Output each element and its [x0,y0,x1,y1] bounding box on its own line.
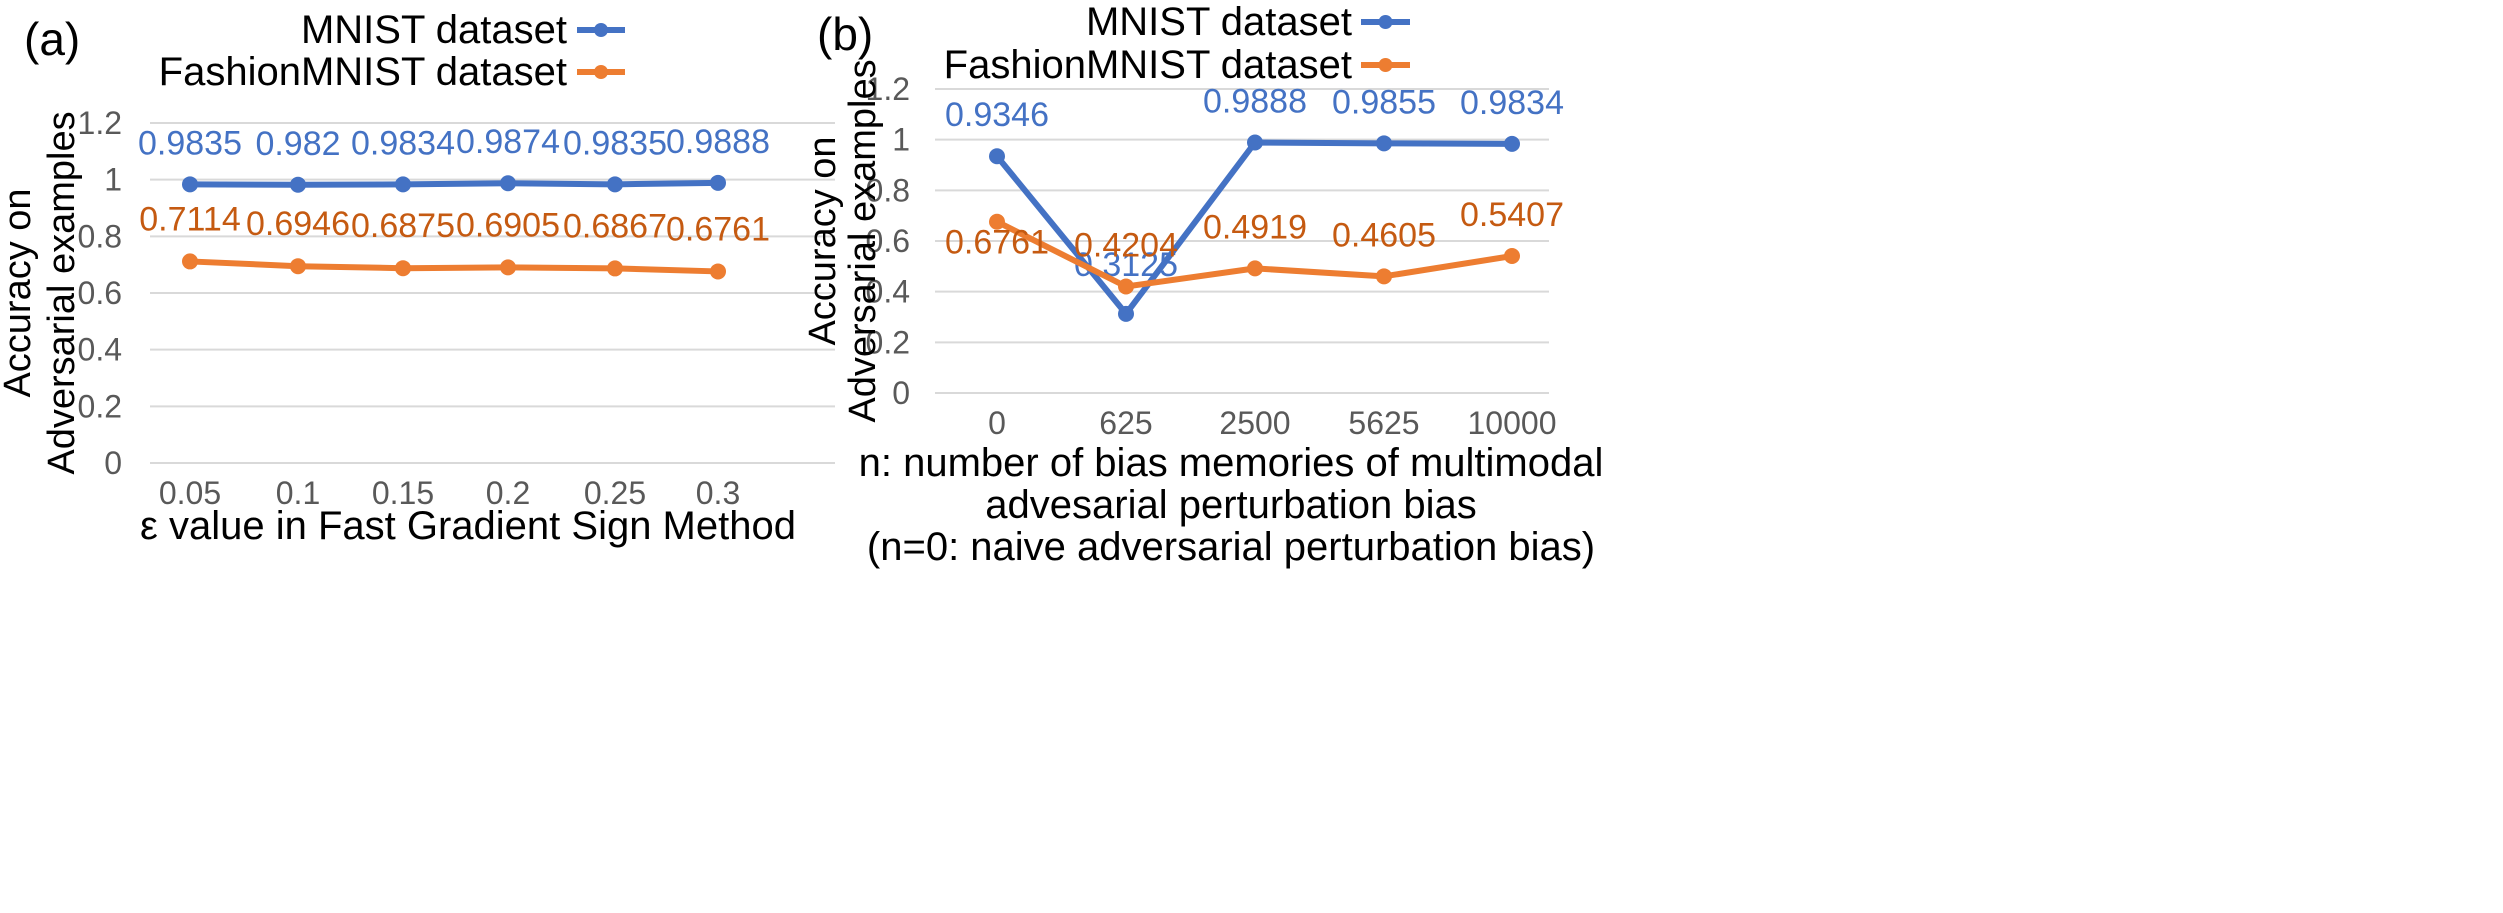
series-line-mnist [189,179,719,188]
data-label: 0.982 [255,125,340,163]
legend-marker [594,23,608,37]
data-point [607,176,623,193]
y-axis-title: Accuracy on [802,136,844,345]
data-label: 0.4919 [1203,208,1307,246]
x-axis-title: n: number of bias memories of multimodal [859,441,1604,485]
data-point [1118,305,1134,322]
x-axis-title: ε value in Fast Gradient Sign Method [140,504,796,548]
chart-panel-b: 0 0.2 0.4 0.6 0.8 1 1.2 0 625 2500 5625 10000 Accura… [802,0,1603,569]
data-label: 0.9855 [1332,83,1436,121]
data-label: 0.7114 [139,200,240,238]
y-tick-label: 1 [104,162,122,198]
series-line-fashionmnist [189,258,719,275]
data-label: 0.6867 [563,207,667,245]
x-tick-label: 0.25 [584,475,646,511]
x-tick-label: 5625 [1348,405,1419,441]
data-label: 0.5407 [1460,196,1564,234]
legend-label: FashionMNIST dataset [159,50,567,94]
x-tick-label: 0.15 [372,475,434,511]
legend-marker [594,65,608,79]
y-axis-title: Adversarial examples [842,59,884,422]
data-point [500,259,516,276]
y-tick-label: 1.2 [866,71,910,107]
data-label: 0.6761 [945,224,1049,262]
data-label: 0.6761 [666,210,770,248]
data-label: 0.9888 [1203,83,1307,121]
data-point [989,148,1005,165]
x-axis-title: (n=0: naive adversarial perturbation bia… [867,525,1595,569]
legend-marker [1378,15,1393,29]
panel-label: (b) [817,8,873,60]
data-label: 0.9835 [138,124,242,162]
legend-label: MNIST dataset [1086,0,1352,44]
x-tick-label: 0.1 [276,475,320,511]
data-point [395,176,411,193]
data-point [395,260,411,277]
x-tick-label: 0.2 [486,475,530,511]
y-tick-label: 1.2 [78,105,122,141]
data-label: 0.9874 [456,123,560,161]
data-label: 0.9834 [351,124,455,162]
data-label: 0.9834 [1460,84,1564,122]
y-tick-label: 0 [892,375,910,411]
y-tick-label: 0.4 [866,274,910,310]
x-tick-label: 2500 [1219,405,1290,441]
y-tick-label: 0.4 [78,332,122,368]
data-label: 0.4605 [1332,216,1436,254]
legend-marker [1378,58,1393,72]
data-point [710,174,726,191]
data-label: 0.6875 [351,207,455,245]
y-tick-label: 0.2 [78,388,122,424]
y-tick-label: 0.6 [866,223,910,259]
data-label: 0.6946 [246,205,350,243]
x-tick-label: 0 [988,405,1006,441]
x-tick-label: 0.05 [159,475,221,511]
y-axis-title: Accuracy on [0,188,39,397]
y-tick-label: 0.6 [78,275,122,311]
y-tick-label: 0.8 [866,172,910,208]
legend-label: FashionMNIST dataset [944,43,1352,87]
data-point [1118,278,1134,295]
data-point [1376,268,1392,285]
data-label: 0.9835 [563,124,667,162]
x-tick-label: 0.3 [696,475,740,511]
data-point [1247,260,1263,277]
y-tick-label: 0.8 [78,218,122,254]
data-point [1376,135,1392,152]
legend-label: MNIST dataset [301,8,567,52]
data-point [500,175,516,192]
data-point [182,176,198,193]
data-label: 0.6905 [456,206,560,244]
y-tick-label: 0.2 [866,324,910,360]
x-tick-label: 10000 [1468,405,1557,441]
y-tick-label: 0 [104,445,122,481]
data-label: 0.9346 [945,96,1049,134]
y-axis-title: Adversarial examples [41,111,83,474]
data-point [1247,134,1263,151]
chart-panel-a: 0 0.2 0.4 0.6 0.8 1 1.2 0.05 0.1 0.15 0.2 0.25 0.3 Ac… [0,8,835,548]
x-axis-title: advesarial perturbation bias [985,483,1476,527]
data-label: 0.9888 [666,123,770,161]
data-point [1504,135,1520,152]
data-point [607,260,623,277]
data-point [290,176,306,193]
data-point [182,253,198,270]
data-point [1504,248,1520,265]
data-point [290,258,306,275]
data-point [710,263,726,280]
panel-label: (a) [24,13,80,65]
data-label: 0.3125 [1074,246,1178,284]
data-point [989,213,1005,230]
x-tick-label: 625 [1099,405,1152,441]
y-tick-label: 1 [892,122,910,158]
data-label: 0.4204 [1074,226,1178,264]
